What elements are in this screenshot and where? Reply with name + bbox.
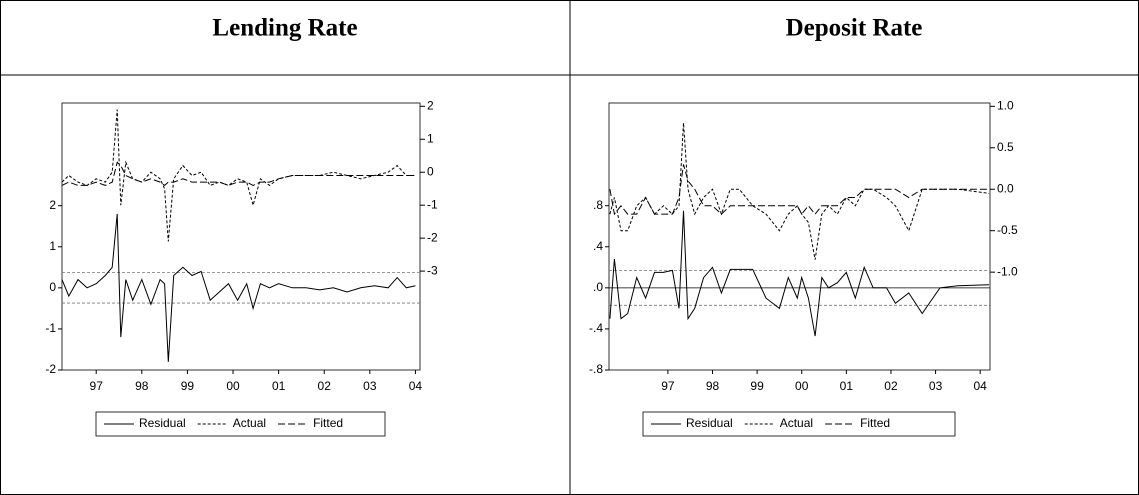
y-tick-label: 1 <box>49 239 56 253</box>
series-line <box>61 109 416 242</box>
y2-tick-label: -3 <box>427 263 438 277</box>
x-tick-label: 97 <box>661 379 675 393</box>
x-tick-label: 98 <box>135 379 149 393</box>
x-tick-label: 99 <box>181 379 195 393</box>
chart-title: Lending Rate <box>212 15 357 42</box>
y2-tick-label: 0.5 <box>997 140 1014 154</box>
y2-tick-label: 0.0 <box>997 181 1014 195</box>
x-tick-label: 04 <box>409 379 423 393</box>
series-line <box>609 164 990 216</box>
y-tick-label: 0 <box>49 280 56 294</box>
x-tick-label: 00 <box>226 379 240 393</box>
x-tick-label: 04 <box>974 379 988 393</box>
x-tick-label: 98 <box>706 379 720 393</box>
y2-tick-label: 2 <box>427 98 434 112</box>
y-tick-label: -1 <box>45 321 56 335</box>
y2-tick-label: -1 <box>427 197 438 211</box>
x-tick-label: 01 <box>272 379 286 393</box>
plot-frame <box>61 102 421 371</box>
x-tick-label: 99 <box>750 379 764 393</box>
y2-tick-label: -1.0 <box>997 264 1018 278</box>
y2-tick-label: -2 <box>427 230 438 244</box>
x-tick-label: 03 <box>929 379 943 393</box>
legend-label: Fitted <box>313 416 343 430</box>
legend-label: Fitted <box>860 416 890 430</box>
series-line <box>61 161 416 187</box>
y-tick-label: .4 <box>593 239 603 253</box>
y-tick-label: .8 <box>593 198 603 212</box>
y2-tick-label: 0 <box>427 164 434 178</box>
y-tick-label: -.4 <box>589 321 603 335</box>
legend-label: Actual <box>780 416 813 430</box>
y2-tick-label: 1 <box>427 131 434 145</box>
x-tick-label: 97 <box>90 379 104 393</box>
legend-label: Actual <box>233 416 266 430</box>
legend-box <box>642 411 956 437</box>
x-tick-label: 03 <box>363 379 377 393</box>
series-line <box>61 213 416 362</box>
legend-label: Residual <box>139 416 186 430</box>
chart-title: Deposit Rate <box>786 15 923 42</box>
x-tick-label: 00 <box>795 379 809 393</box>
x-tick-label: 02 <box>318 379 332 393</box>
x-tick-label: 02 <box>884 379 898 393</box>
y-tick-label: .0 <box>593 280 603 294</box>
y-tick-label: -2 <box>45 362 56 376</box>
series-line <box>609 122 990 260</box>
y2-tick-label: -0.5 <box>997 223 1018 237</box>
series-line <box>609 210 990 337</box>
y-tick-label: 2 <box>49 198 56 212</box>
y-tick-label: -.8 <box>589 362 603 376</box>
x-tick-label: 01 <box>840 379 854 393</box>
legend-box <box>95 411 386 437</box>
legend-label: Residual <box>686 416 733 430</box>
plot-frame <box>608 102 991 371</box>
y2-tick-label: 1.0 <box>997 98 1014 112</box>
